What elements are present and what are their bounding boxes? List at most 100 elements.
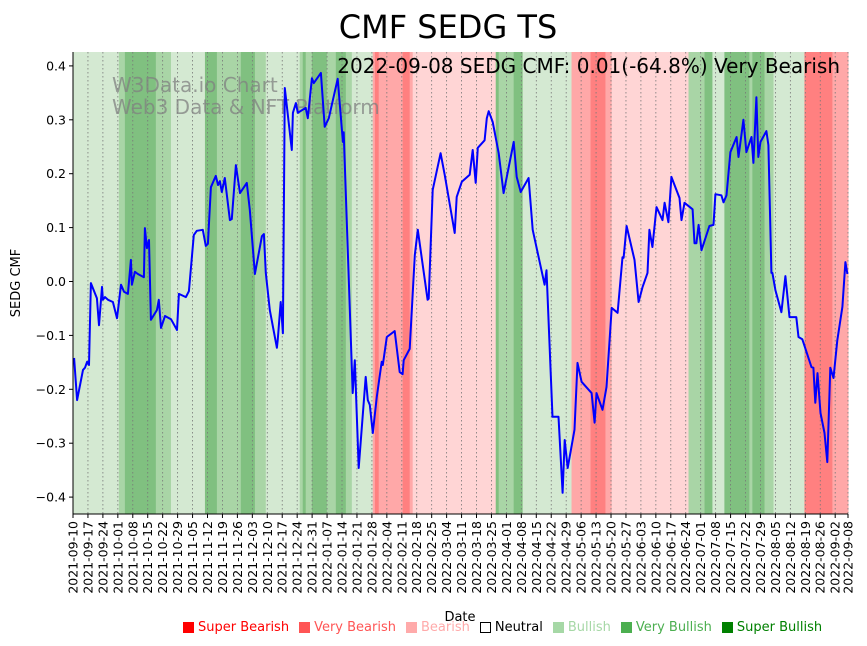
legend-swatch [183,622,194,633]
legend-swatch [552,622,564,633]
band-very-bullish [749,52,753,514]
band-super-bearish [590,52,606,514]
y-tick-label: −0.4 [36,490,66,505]
x-tick-label: 2022-01-07 [320,521,335,594]
watermark-line-2: Web3 Data & NFT Platform [112,95,380,119]
legend-item: Very Bearish [299,620,396,635]
x-tick-label: 2022-07-08 [708,521,723,594]
band-super-bullish [311,52,328,514]
x-tick-label: 2021-11-05 [185,521,200,594]
y-axis-label: SEDG CMF [9,249,24,317]
band-super-bullish [495,52,500,514]
legend-label: Super Bullish [736,620,823,635]
axes: 2021-09-10 2021-09-17 2021-09-24 2021-10-01… [36,52,856,594]
x-tick-label: 2022-05-27 [618,521,633,594]
band-super-bullish [204,52,218,514]
legend-label: Neutral [494,620,543,635]
x-tick-label: 2021-10-29 [170,521,185,594]
x-tick-label: 2022-05-06 [574,521,589,594]
band-super-bullish [240,52,256,514]
band-bearish [611,52,690,514]
x-tick-label: 2022-03-04 [439,521,454,594]
x-tick-label: 2022-04-15 [529,521,544,594]
x-tick-label: 2022-01-21 [349,521,364,594]
legend-label: Very Bullish [635,620,712,635]
legend-label: Bullish [567,620,611,635]
legend-swatch [405,622,417,633]
band-super-bullish [724,52,750,514]
legend-item: Super Bullish [721,620,823,635]
x-tick-label: 2021-11-12 [200,521,215,594]
x-tick-label: 2022-03-11 [454,521,469,594]
x-tick-label: 2022-07-01 [693,521,708,594]
band-super-bullish [752,52,766,514]
x-tick-label: 2022-08-19 [798,521,813,594]
y-tick-label: 0.2 [46,166,66,181]
x-tick-label: 2022-07-22 [738,521,753,594]
band-super-bullish [513,52,524,514]
watermark: W3Data.io Chart Web3 Data & NFT Platform [112,73,380,119]
legend-item: Bearish [405,620,470,635]
x-tick-label: 2021-09-10 [66,521,81,594]
band-super-bullish [124,52,157,514]
x-tick-label: 2022-09-08 [841,521,856,594]
legend-label: Super Bearish [198,620,290,635]
x-tick-label: 2021-11-19 [215,521,230,594]
band-very-bearish [832,52,849,514]
x-tick-label: 2022-08-26 [813,521,828,594]
band-bullish [351,52,374,514]
band-very-bearish [372,52,376,514]
x-tick-label: 2022-04-01 [499,521,514,594]
x-tick-label: 2021-12-03 [245,521,260,594]
band-bearish [412,52,497,514]
band-very-bullish [155,52,172,514]
x-tick-label: 2022-07-15 [723,521,738,594]
band-very-bearish [605,52,613,514]
band-very-bullish [118,52,126,514]
band-very-bearish [378,52,404,514]
legend-label: Bearish [420,620,470,635]
band-super-bullish [704,52,713,514]
legend-swatch [620,622,632,633]
x-tick-label: 2022-02-18 [409,521,424,594]
chart-title: CMF SEDG TS [339,8,558,46]
band-bullish [773,52,805,514]
x-tick-label: 2021-10-15 [140,521,155,594]
band-super-bearish [374,52,380,514]
band-bullish [170,52,206,514]
grid-lines [72,52,849,514]
x-tick-label: 2022-05-13 [589,521,604,594]
band-super-bearish [402,52,411,514]
x-tick-label: 2022-06-17 [663,521,678,594]
y-tick-label: 0.3 [46,112,66,127]
band-very-bullish [326,52,337,514]
x-tick-label: 2022-03-25 [484,521,499,594]
legend: Super Bearish Very Bearish Bearish Neutral B… [183,620,832,635]
x-tick-label: 2022-02-11 [394,521,409,594]
x-tick-label: 2021-10-22 [155,521,170,594]
band-bullish [73,52,120,514]
x-tick-label: 2021-10-01 [110,521,125,594]
legend-swatch [721,622,733,633]
x-tick-label: 2021-12-24 [290,521,305,594]
x-tick-label: 2021-09-17 [80,521,95,594]
band-very-bullish [498,52,515,514]
band-very-bullish [254,52,267,514]
band-very-bullish [764,52,774,514]
x-tick-label: 2022-08-05 [768,521,783,594]
x-axis-label: Date [444,610,475,625]
legend-label: Very Bearish [314,620,396,635]
x-tick-label: 2022-05-20 [604,521,619,594]
legend-item: Neutral [479,620,543,635]
watermark-line-1: W3Data.io Chart [112,73,278,97]
x-tick-label: 2022-07-29 [753,521,768,594]
x-tick-label: 2021-12-10 [260,521,275,594]
legend-item: Super Bearish [183,620,289,635]
band-bullish [712,52,725,514]
x-tick-label: 2022-01-28 [364,521,379,594]
band-very-bullish [299,52,304,514]
legend-item: Bullish [552,620,611,635]
x-tick-label: 2022-02-04 [379,521,394,594]
band-very-bearish [409,52,414,514]
